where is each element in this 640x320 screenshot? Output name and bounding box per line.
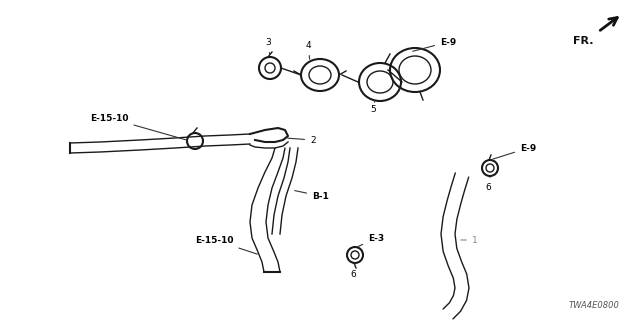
Text: 6: 6 [350, 263, 356, 279]
Text: 3: 3 [265, 38, 271, 54]
Text: 2: 2 [288, 135, 316, 145]
Text: E-15-10: E-15-10 [195, 236, 257, 254]
Text: E-9: E-9 [413, 37, 456, 51]
Text: 4: 4 [305, 41, 311, 59]
Text: TWA4E0800: TWA4E0800 [569, 301, 620, 310]
Text: 1: 1 [461, 236, 477, 244]
Text: B-1: B-1 [294, 191, 329, 201]
Text: 6: 6 [485, 177, 491, 192]
Text: FR.: FR. [573, 36, 593, 46]
Text: E-15-10: E-15-10 [90, 114, 188, 140]
Text: 5: 5 [370, 100, 376, 114]
Text: E-9: E-9 [493, 143, 536, 159]
Text: E-3: E-3 [358, 234, 384, 247]
